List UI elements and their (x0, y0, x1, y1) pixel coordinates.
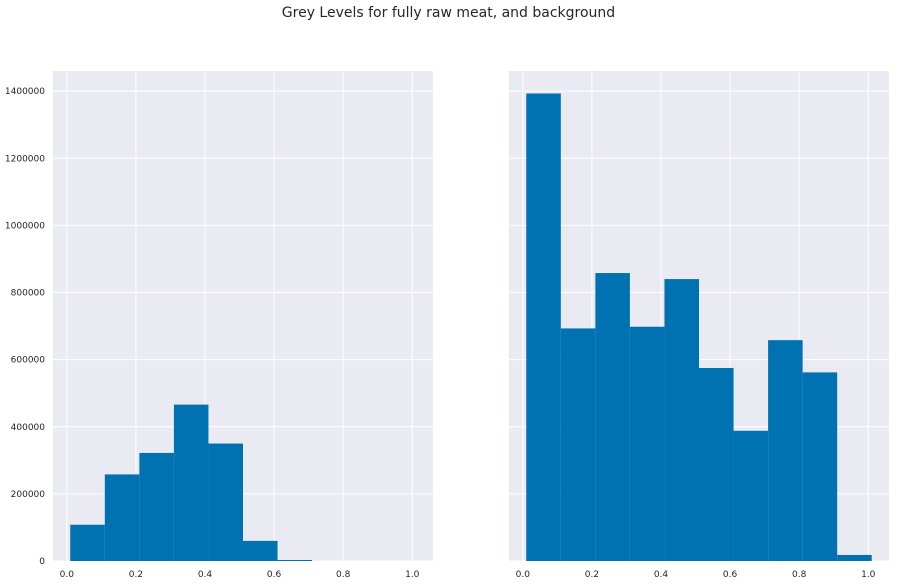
histogram-bar (629, 326, 665, 561)
histogram-bar (664, 279, 699, 561)
x-tick-label: 0.6 (267, 570, 282, 580)
x-tick-label: 0.8 (336, 570, 351, 580)
histogram-bar (139, 452, 174, 561)
y-tick-label: 1000000 (5, 221, 45, 231)
y-tick-label: 400000 (11, 423, 46, 433)
x-tick-label: 0.8 (792, 570, 807, 580)
x-tick-label: 0.4 (654, 570, 669, 580)
x-tick-label: 0.2 (585, 570, 599, 580)
y-tick-label: 0 (39, 557, 45, 567)
histogram-bar (733, 430, 769, 561)
histogram-bar (173, 404, 209, 561)
histogram-bar (699, 368, 734, 561)
histogram-bar (768, 340, 803, 561)
x-tick-label: 0.2 (129, 570, 143, 580)
histogram-bar (526, 93, 561, 561)
histogram-bar (802, 372, 838, 561)
x-tick-label: 1.0 (405, 570, 420, 580)
x-tick-label: 0.6 (723, 570, 738, 580)
histogram-bar (208, 443, 243, 561)
histogram-bar (560, 328, 596, 561)
x-tick-label: 0.4 (198, 570, 213, 580)
histogram-bar (243, 540, 278, 561)
y-tick-label: 800000 (11, 289, 46, 299)
y-tick-label: 1400000 (5, 87, 45, 97)
x-tick-label: 0.0 (516, 570, 531, 580)
histogram-bar (595, 273, 630, 561)
x-tick-label: 0.0 (60, 570, 75, 580)
x-tick-label: 1.0 (861, 570, 876, 580)
histogram-bar (837, 554, 872, 561)
histogram-bar (104, 474, 140, 561)
chart-title: Grey Levels for fully raw meat, and back… (281, 5, 616, 21)
histogram-bar (277, 559, 313, 561)
histogram-bar (70, 524, 105, 561)
y-tick-label: 200000 (11, 490, 46, 500)
y-tick-label: 1200000 (5, 154, 45, 164)
y-tick-label: 600000 (11, 356, 46, 366)
